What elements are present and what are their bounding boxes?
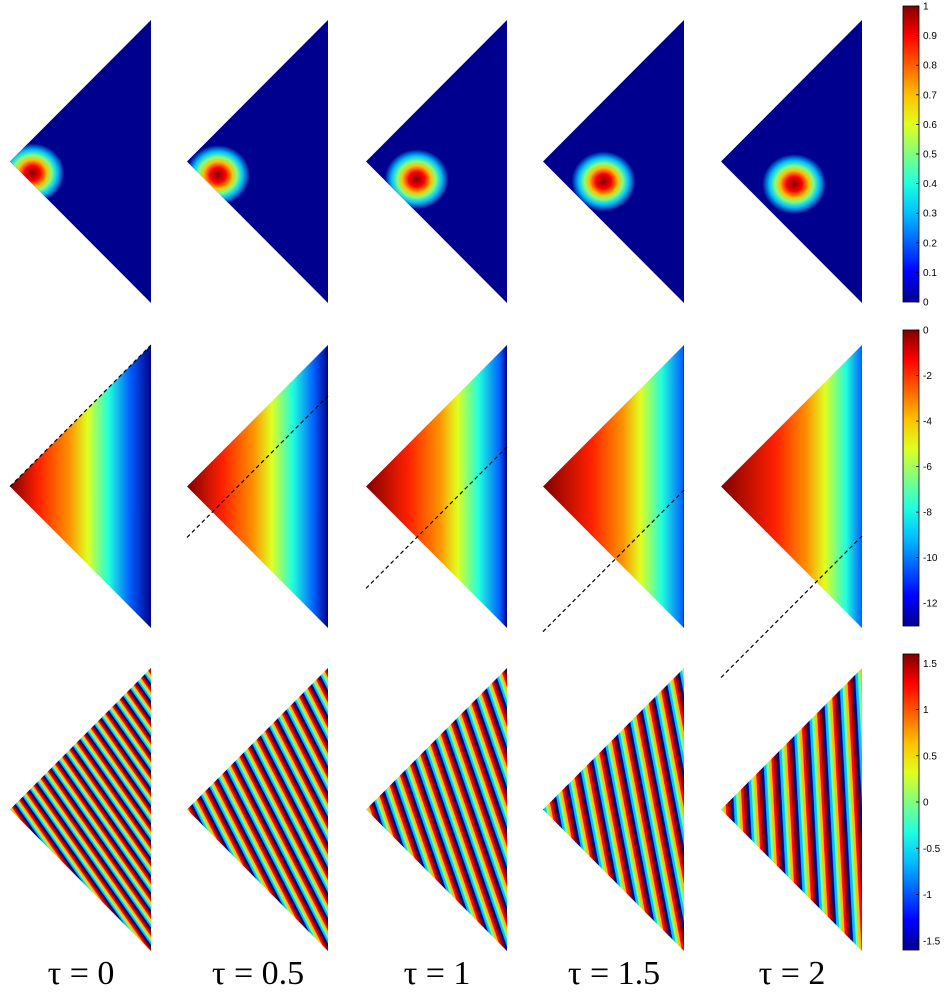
- colorbar-tick-label: -8: [923, 508, 932, 519]
- log-amplitude-panel-2: [366, 345, 507, 628]
- phase-panel-0: [10, 668, 151, 951]
- colorbar-log-amplitude: 0 -2 -4 -6 -8 -10 -12: [902, 326, 938, 627]
- dashed-line-0: [9, 344, 152, 487]
- colorbar-amplitude: 0 0.1 0.2 0.3 0.4 0.5 0.6 0.7 0.8 0.9 1: [902, 2, 937, 309]
- colorbar-tick-label: 0.5: [923, 751, 937, 762]
- tau-label-4: τ = 2: [758, 955, 826, 992]
- dashed-line-1: [186, 395, 329, 538]
- colorbar-tick-label: 0.7: [923, 90, 937, 101]
- colorbars: 0 0.1 0.2 0.3 0.4 0.5 0.6 0.7 0.8 0.9 1 0 -2 -4 -6 -8 -1…: [902, 2, 941, 951]
- log-amplitude-panel-0: [10, 345, 151, 628]
- colorbar-tick-label: -2: [923, 371, 932, 382]
- phase-panel-4: [721, 668, 862, 951]
- panel-grid: [9, 20, 863, 951]
- colorbar-tick-label: 0.3: [923, 209, 937, 220]
- amplitude-panel-2: [366, 20, 507, 303]
- dashed-line-3: [542, 489, 685, 633]
- colorbar-tick-label: 1: [923, 2, 929, 13]
- colorbar-phase: 1.5 1 0.5 0 -0.5 -1 -1.5: [902, 653, 941, 951]
- colorbar-tick-label: 0.1: [923, 268, 937, 279]
- colorbar-tick-label: 0: [923, 798, 929, 809]
- phase-panel-2: [366, 668, 507, 951]
- amplitude-panel-0: [10, 20, 151, 303]
- colorbar-tick-label: 0.5: [923, 150, 937, 161]
- colorbar-tick-label: -10: [923, 553, 938, 564]
- colorbar-tick-label: 1.5: [923, 659, 937, 670]
- colorbar-tick-label: 1: [923, 705, 929, 716]
- colorbar-tick-label: 0.2: [923, 238, 937, 249]
- colorbar-tick-label: 0.9: [923, 31, 937, 42]
- tau-label-2: τ = 1: [403, 955, 471, 992]
- tau-label-1: τ = 0.5: [211, 955, 305, 992]
- colorbar-tick-label: -1.5: [923, 936, 941, 947]
- colorbar-tick-label: -12: [923, 599, 938, 610]
- dashed-line-4: [720, 535, 863, 678]
- colorbar-tick-label: -0.5: [923, 844, 941, 855]
- colorbar-tick-label: -1: [923, 890, 932, 901]
- colorbar-tick-label: 0.6: [923, 120, 937, 131]
- colorbar-tick-label: 0: [923, 326, 929, 337]
- amplitude-panel-4: [721, 20, 862, 303]
- log-amplitude-panel-4: [721, 345, 862, 628]
- colorbar-tick-label: 0: [923, 298, 929, 309]
- dashed-line-2: [365, 446, 508, 589]
- amplitude-panel-3: [543, 20, 684, 303]
- tau-label-3: τ = 1.5: [567, 955, 661, 992]
- log-amplitude-panel-1: [187, 345, 328, 628]
- colorbar-tick-label: -4: [923, 417, 932, 428]
- tau-label-0: τ = 0: [47, 955, 115, 992]
- phase-panel-3: [543, 668, 684, 951]
- phase-panel-1: [187, 668, 328, 951]
- colorbar-tick-label: 0.8: [923, 61, 937, 72]
- log-amplitude-panel-3: [543, 345, 684, 628]
- colorbar-tick-label: -6: [923, 462, 932, 473]
- colorbar-tick-label: 0.4: [923, 179, 937, 190]
- amplitude-panel-1: [187, 20, 328, 303]
